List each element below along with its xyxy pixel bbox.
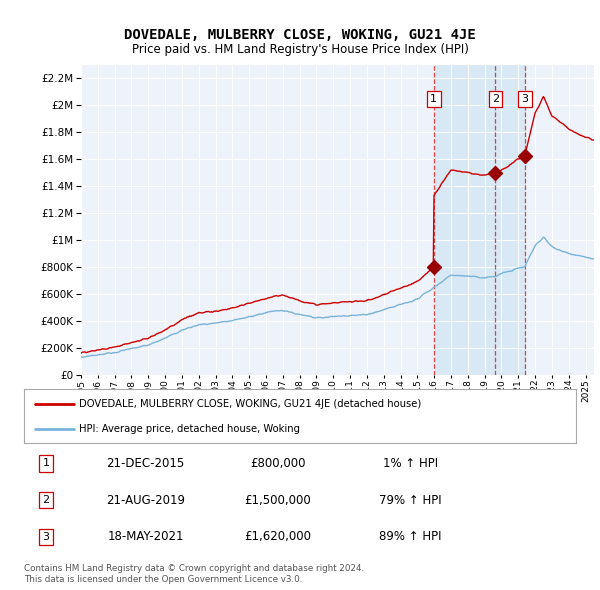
Text: £800,000: £800,000 xyxy=(250,457,305,470)
Text: 79% ↑ HPI: 79% ↑ HPI xyxy=(379,493,442,507)
Text: Price paid vs. HM Land Registry's House Price Index (HPI): Price paid vs. HM Land Registry's House … xyxy=(131,43,469,56)
Text: 21-DEC-2015: 21-DEC-2015 xyxy=(106,457,185,470)
Text: 89% ↑ HPI: 89% ↑ HPI xyxy=(379,530,442,543)
Text: 21-AUG-2019: 21-AUG-2019 xyxy=(106,493,185,507)
Bar xyxy=(434,65,525,375)
Text: DOVEDALE, MULBERRY CLOSE, WOKING, GU21 4JE: DOVEDALE, MULBERRY CLOSE, WOKING, GU21 4… xyxy=(124,28,476,42)
Text: £1,500,000: £1,500,000 xyxy=(245,493,311,507)
Text: £1,620,000: £1,620,000 xyxy=(244,530,311,543)
Text: 1: 1 xyxy=(43,458,50,468)
Text: 1: 1 xyxy=(430,94,437,104)
Text: 1% ↑ HPI: 1% ↑ HPI xyxy=(383,457,438,470)
Text: Contains HM Land Registry data © Crown copyright and database right 2024.: Contains HM Land Registry data © Crown c… xyxy=(24,564,364,573)
Text: HPI: Average price, detached house, Woking: HPI: Average price, detached house, Woki… xyxy=(79,424,300,434)
Text: 18-MAY-2021: 18-MAY-2021 xyxy=(107,530,184,543)
Text: 2: 2 xyxy=(492,94,499,104)
Text: DOVEDALE, MULBERRY CLOSE, WOKING, GU21 4JE (detached house): DOVEDALE, MULBERRY CLOSE, WOKING, GU21 4… xyxy=(79,399,421,409)
Text: 3: 3 xyxy=(43,532,50,542)
Text: This data is licensed under the Open Government Licence v3.0.: This data is licensed under the Open Gov… xyxy=(24,575,302,584)
Text: 2: 2 xyxy=(43,495,50,505)
Text: 3: 3 xyxy=(521,94,528,104)
